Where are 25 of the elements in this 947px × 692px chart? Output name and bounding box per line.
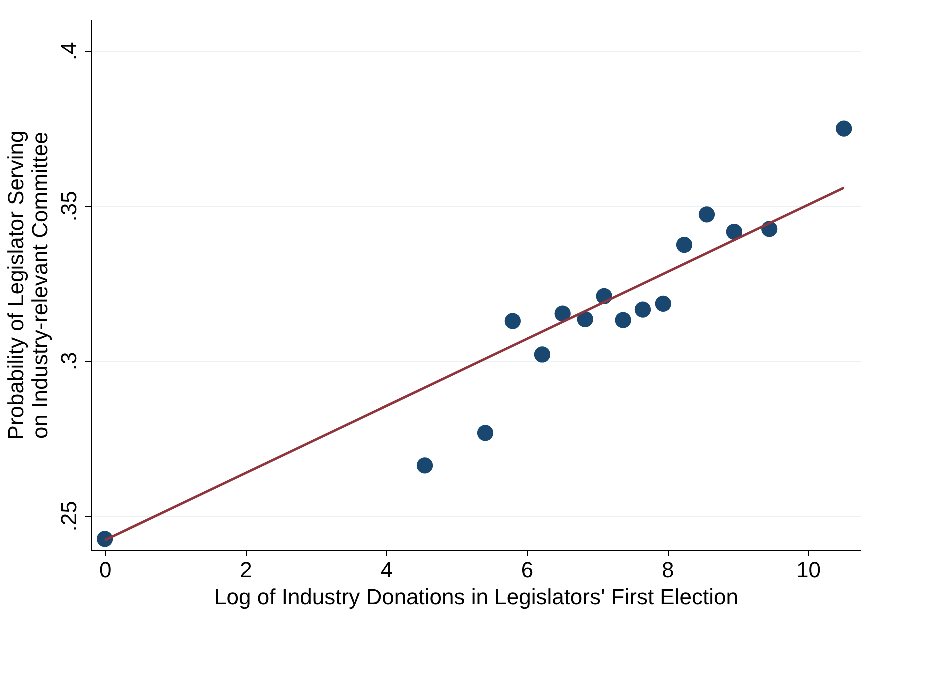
- point: [554, 306, 571, 322]
- point: [416, 458, 434, 474]
- y-tick-label: .25: [56, 501, 82, 532]
- x-tick-label: 8: [662, 558, 674, 582]
- point: [655, 296, 672, 312]
- point: [676, 236, 693, 254]
- x-axis-title: Log of Industry Donations in Legislators' First Election: [214, 584, 738, 610]
- point: [477, 425, 494, 442]
- point: [577, 311, 594, 328]
- point: [634, 302, 652, 318]
- x-tick-label: 6: [521, 558, 534, 582]
- y-tick-label: .3: [56, 352, 82, 371]
- point: [698, 206, 716, 223]
- point: [534, 346, 551, 363]
- point: [504, 313, 521, 330]
- y-tick-label: .35: [56, 191, 82, 222]
- x-tick-label: 0: [99, 558, 112, 582]
- x-tick-label: 10: [796, 558, 821, 582]
- point: [726, 224, 742, 240]
- x-tick-label: 4: [380, 558, 393, 582]
- y-axis-title: Probability of Legislator Serving on Industry-relevant Committee: [4, 130, 52, 440]
- point: [836, 120, 852, 137]
- point: [615, 312, 632, 328]
- y-tick-label: .4: [56, 42, 82, 61]
- x-tick-label: 2: [240, 558, 252, 582]
